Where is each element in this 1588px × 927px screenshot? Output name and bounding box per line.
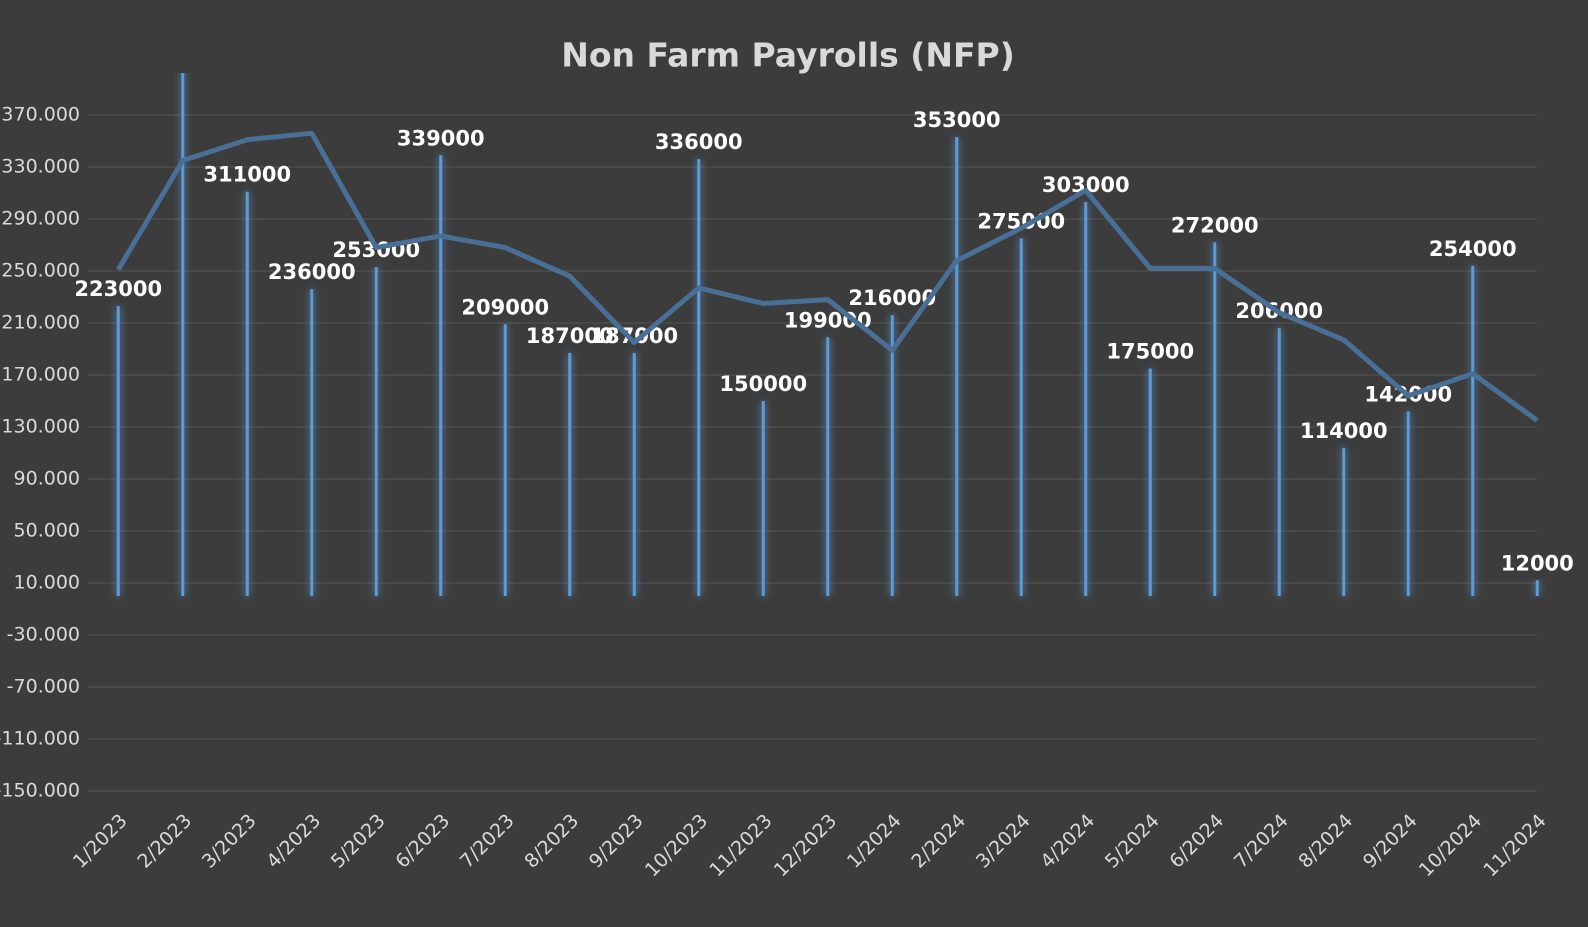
data-label: 353000 [913,108,1001,132]
plot-area: 2230004720003110002360002530003390002090… [74,73,1574,597]
bar [1148,368,1152,596]
data-label: 12000 [1501,551,1574,575]
chart-title: Non Farm Payrolls (NFP) [561,36,1015,75]
data-label: 336000 [655,130,743,154]
y-tick-label: -30.000 [7,624,80,646]
data-label: 209000 [461,295,549,319]
data-label: 254000 [1429,237,1517,261]
bar [826,337,830,596]
y-tick-label: 10.000 [14,572,80,594]
bar [1342,447,1346,596]
bar [503,324,507,596]
bar [245,191,249,596]
y-tick-label: 170.000 [1,364,80,386]
data-label: 236000 [268,260,356,284]
y-tick-label: 370.000 [1,104,80,126]
y-tick-label: 50.000 [14,520,80,542]
bar [439,155,443,597]
y-tick-label: 250.000 [1,260,80,282]
bar [1277,328,1281,596]
bar [890,315,894,596]
bar [1471,265,1475,596]
data-label: 223000 [74,277,162,301]
bar [374,267,378,596]
bar [632,352,636,596]
bar [1084,202,1088,596]
data-label: 187000 [526,324,614,348]
bar [697,159,701,596]
data-label: 199000 [784,308,872,332]
y-tick-label: 290.000 [1,208,80,230]
bar [181,73,185,596]
bar [955,137,959,596]
y-tick-label: -70.000 [7,676,80,698]
y-tick-label: 90.000 [14,468,80,490]
bar [1535,580,1539,596]
bar [1019,238,1023,596]
y-tick-label: 210.000 [1,312,80,334]
data-label: 272000 [1171,213,1259,237]
y-tick-label: -150.000 [0,780,80,802]
data-label: 150000 [719,372,807,396]
bar [1406,411,1410,596]
data-label: 311000 [203,163,291,187]
y-tick-label: -110.000 [0,728,80,750]
bar [568,352,572,596]
data-label: 175000 [1106,340,1194,364]
y-tick-label: 130.000 [1,416,80,438]
y-tick-label: 330.000 [1,156,80,178]
bar [116,306,120,596]
bar [310,289,314,596]
data-label: 114000 [1300,419,1388,443]
grid [88,114,1537,792]
bar [761,401,765,596]
data-label: 339000 [397,126,485,150]
line [116,130,1539,423]
bar [1213,242,1217,596]
